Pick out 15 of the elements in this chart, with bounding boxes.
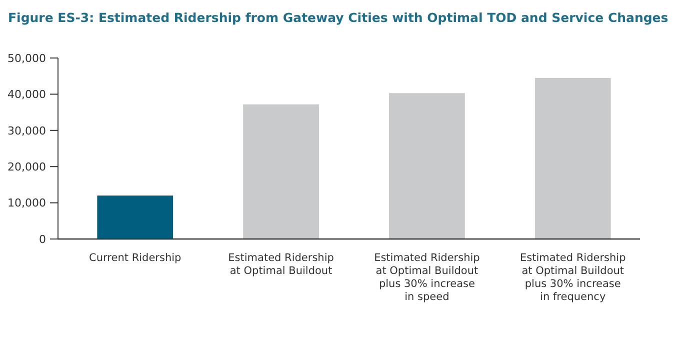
y-tick-label: 40,000 <box>8 88 46 102</box>
bar <box>534 78 611 239</box>
x-tick-label: Estimated Ridership at Optimal Buildout plus 30% increase in speed <box>374 252 480 303</box>
bar <box>97 196 174 239</box>
x-tick-label: Estimated Ridership at Optimal Buildout <box>228 252 334 277</box>
bar <box>243 104 319 239</box>
y-tick-label: 50,000 <box>8 52 46 65</box>
y-tick-label: 0 <box>39 232 46 246</box>
y-tick-label: 20,000 <box>8 160 46 174</box>
chart-title: Figure ES-3: Estimated Ridership from Gateway Cities with Optimal TOD and Service Changes <box>8 10 668 25</box>
y-tick-label: 10,000 <box>8 196 46 210</box>
y-tick-label: 30,000 <box>8 124 46 138</box>
bar <box>389 93 465 239</box>
x-tick-label: Estimated Ridership at Optimal Buildout plus 30% increase in frequency <box>520 252 626 303</box>
x-tick-label: Current Ridership <box>89 252 182 264</box>
